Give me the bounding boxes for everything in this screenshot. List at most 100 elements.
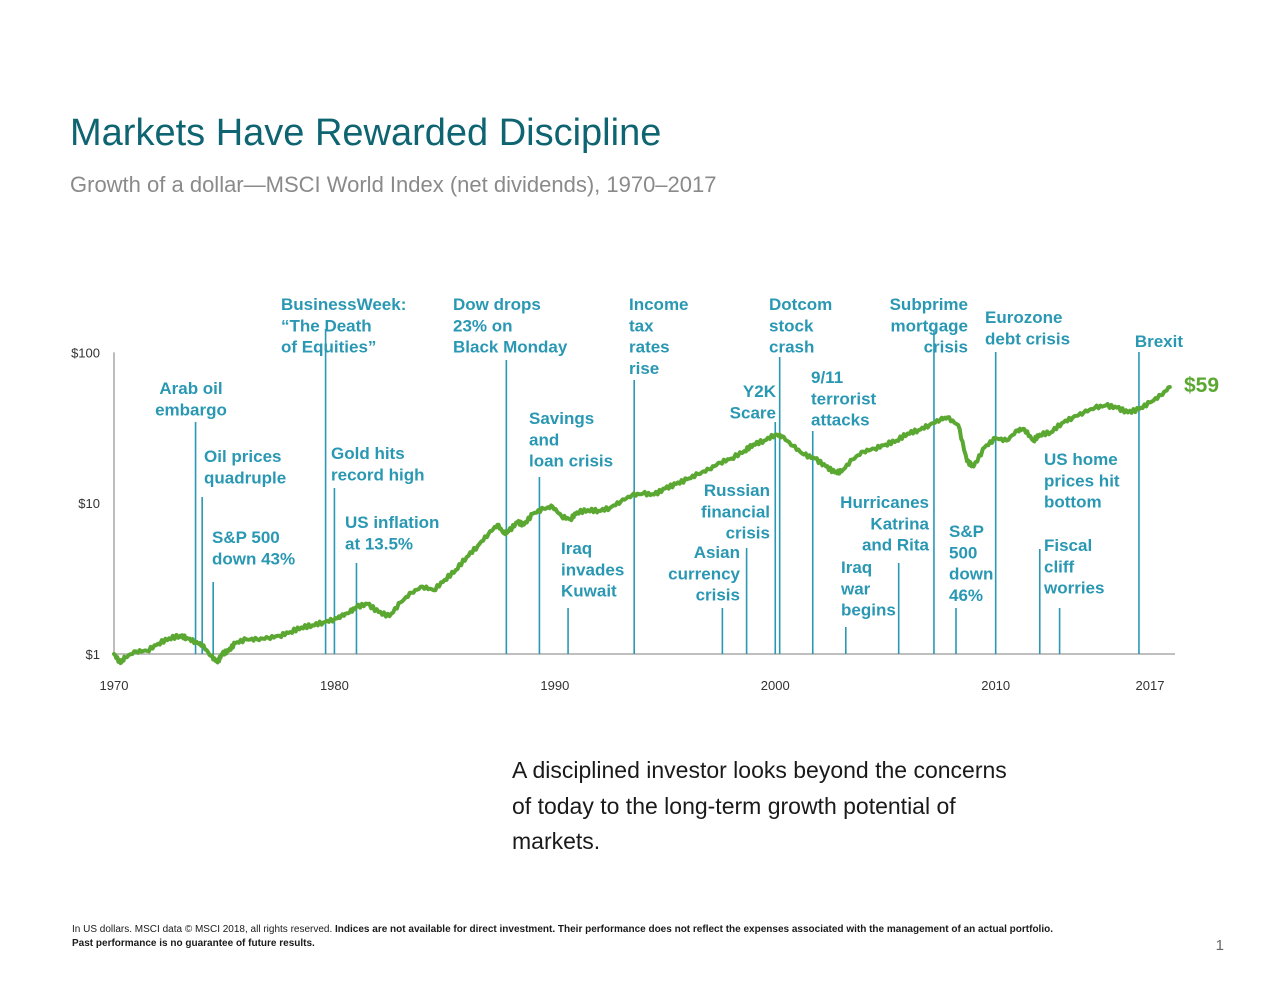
event-label-line: cliff — [1044, 557, 1075, 576]
event-label-line: crisis — [924, 338, 968, 357]
event-label: Oil prices quadruple — [204, 447, 286, 487]
event-label-line: at 13.5% — [345, 534, 413, 553]
event-label-line: Eurozone — [985, 308, 1062, 327]
event-label-line: Iraq — [561, 539, 592, 558]
page-number: 1 — [1215, 937, 1224, 954]
event-label: US home prices hit bottom — [1044, 450, 1120, 512]
y-tick-label: $1 — [86, 647, 100, 662]
event-label-line: and — [529, 430, 559, 449]
event-label-line: 46% — [949, 586, 983, 605]
event-label-line: Y2K — [743, 382, 777, 401]
event-label: Brexit — [1135, 332, 1184, 351]
event-label-line: BusinessWeek: — [281, 295, 406, 314]
event-label-line: US inflation — [345, 513, 439, 532]
event-label: Asian currency crisis — [668, 543, 740, 605]
event-label-line: Oil prices — [204, 447, 281, 466]
event-label-line: S&P — [949, 522, 984, 541]
event-label-line: attacks — [811, 411, 870, 430]
x-tick-label: 2010 — [981, 678, 1010, 693]
event-label-line: loan crisis — [529, 452, 613, 471]
takeaway-text: A disciplined investor looks beyond the … — [512, 757, 1007, 854]
axes-layer — [113, 352, 1175, 655]
event-label-line: Income — [629, 295, 689, 314]
event-label-line: tax — [629, 316, 654, 335]
event-label-line: 23% on — [453, 316, 513, 335]
event-label-line: embargo — [155, 400, 227, 419]
event-label-line: down 43% — [212, 549, 295, 568]
x-tick-label: 1970 — [100, 678, 129, 693]
series-layer: $59 — [112, 374, 1219, 666]
event-label-line: US home — [1044, 450, 1118, 469]
event-label: Income tax rates rise — [629, 295, 689, 378]
x-tick-label: 1990 — [540, 678, 569, 693]
page-title: Markets Have Rewarded Discipline — [70, 112, 662, 154]
x-tick-label: 2017 — [1136, 678, 1165, 693]
growth-line — [112, 385, 1172, 666]
event-label-line: Subprime — [890, 295, 968, 314]
event-label-line: Iraq — [841, 558, 872, 577]
event-label-line: quadruple — [204, 468, 286, 487]
event-label: Arab oil embargo — [155, 379, 227, 419]
event-label-line: invades — [561, 560, 624, 579]
event-label-line: Arab oil — [159, 379, 222, 398]
event-label-line: Fiscal — [1044, 536, 1092, 555]
event-label: Hurricanes Katrina and Rita — [840, 493, 929, 555]
event-label-line: “The Death — [281, 316, 372, 335]
event-label-line: record high — [331, 465, 425, 484]
event-label: US inflation at 13.5% — [345, 513, 439, 553]
x-tick-label: 1980 — [320, 678, 349, 693]
event-label-line: Dotcom — [769, 295, 832, 314]
event-label-line: Asian — [694, 543, 740, 562]
event-label-line: worries — [1043, 579, 1104, 598]
event-label: Iraq war begins — [840, 558, 896, 620]
event-label-line: stock — [769, 316, 814, 335]
event-label: Dow drops 23% on Black Monday — [453, 295, 568, 357]
event-label-line: Russian — [704, 481, 770, 500]
event-label-line: Hurricanes — [840, 493, 929, 512]
event-label: Dotcom stock crash — [769, 295, 832, 357]
event-label-line: financial — [701, 502, 770, 521]
event-label-line: Brexit — [1135, 332, 1184, 351]
event-label-line: 9/11 — [811, 368, 843, 387]
event-annotations: Arab oil embargo Oil prices quadruple S&P 50… — [155, 295, 1183, 654]
event-label: Gold hits record high — [331, 444, 425, 484]
event-label: Iraq invades Kuwait — [561, 539, 624, 601]
event-label-line: debt crisis — [985, 329, 1070, 348]
event-label-line: and Rita — [862, 536, 930, 555]
footnote: In US dollars. MSCI data © MSCI 2018, al… — [72, 923, 1053, 951]
event-label-line: Kuwait — [561, 582, 617, 601]
event-label-line: Black Monday — [453, 338, 568, 357]
event-label: S&P 500 down 46% — [949, 522, 993, 605]
event-label-line: war — [840, 579, 871, 598]
event-label-line: prices hit — [1044, 471, 1120, 490]
y-tick-label: $100 — [71, 345, 100, 360]
event-label-line: 500 — [949, 543, 977, 562]
event-label-line: begins — [841, 601, 896, 620]
event-label: Fiscal cliff worries — [1043, 536, 1104, 598]
event-label: 9/11 terrorist attacks — [811, 368, 877, 430]
event-label: S&P 500 down 43% — [212, 528, 295, 568]
event-label: Savings and loan crisis — [529, 409, 613, 471]
event-label-line: crisis — [726, 524, 770, 543]
event-label-line: rates — [629, 338, 670, 357]
event-label-line: crash — [769, 338, 814, 357]
event-label-line: Dow drops — [453, 295, 541, 314]
event-label-line: crisis — [696, 586, 740, 605]
event-label: Russian financial crisis — [701, 481, 770, 543]
event-label-line: Scare — [730, 403, 776, 422]
event-label-line: S&P 500 — [212, 528, 280, 547]
page-subtitle: Growth of a dollar—MSCI World Index (net… — [70, 172, 717, 197]
event-label-line: Gold hits — [331, 444, 405, 463]
event-label: BusinessWeek: “The Death of Equities” — [281, 295, 406, 357]
event-label-line: currency — [668, 564, 740, 583]
event-label-line: Savings — [529, 409, 594, 428]
tick-labels: $1 $10 $100 1970 1980 1990 2000 2010 2017 — [71, 345, 1164, 693]
x-tick-label: 2000 — [761, 678, 790, 693]
event-label: Y2K Scare — [730, 382, 777, 422]
event-label-line: down — [949, 565, 993, 584]
event-label-line: bottom — [1044, 493, 1102, 512]
event-label-line: of Equities” — [281, 338, 376, 357]
footnote-copyright: In US dollars. MSCI data © MSCI 2018, al… — [72, 924, 336, 935]
footnote-past-performance: Past performance is no guarantee of futu… — [72, 938, 315, 949]
